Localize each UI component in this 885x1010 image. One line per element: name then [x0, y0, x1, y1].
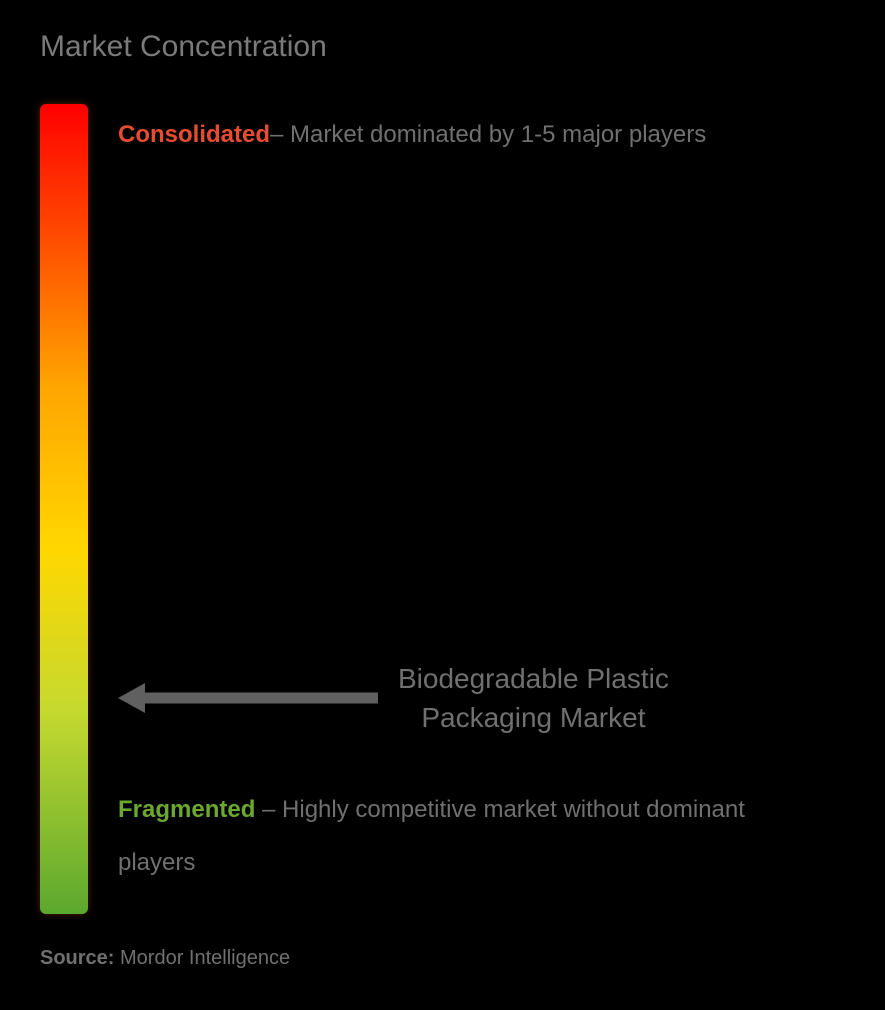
fragmented-block: Fragmented – Highly competitive market w…: [118, 784, 825, 890]
market-name-label: Biodegradable PlasticPackaging Market: [398, 659, 669, 737]
source-label: Source:: [40, 947, 114, 969]
gradient-scale-bar: [40, 104, 88, 914]
consolidated-block: Consolidated– Market dominated by 1-5 ma…: [118, 109, 825, 162]
fragmented-label: Fragmented: [118, 796, 255, 823]
consolidated-label: Consolidated: [118, 121, 270, 148]
content-area: Consolidated– Market dominated by 1-5 ma…: [40, 104, 845, 924]
arrow-left-icon: [113, 673, 383, 723]
labels-area: Consolidated– Market dominated by 1-5 ma…: [88, 104, 845, 924]
consolidated-description: – Market dominated by 1-5 major players: [270, 121, 706, 148]
source-value: Mordor Intelligence: [114, 947, 290, 969]
source-attribution: Source: Mordor Intelligence: [40, 947, 290, 970]
chart-title: Market Concentration: [40, 30, 845, 64]
market-pointer: Biodegradable PlasticPackaging Market: [113, 659, 669, 737]
